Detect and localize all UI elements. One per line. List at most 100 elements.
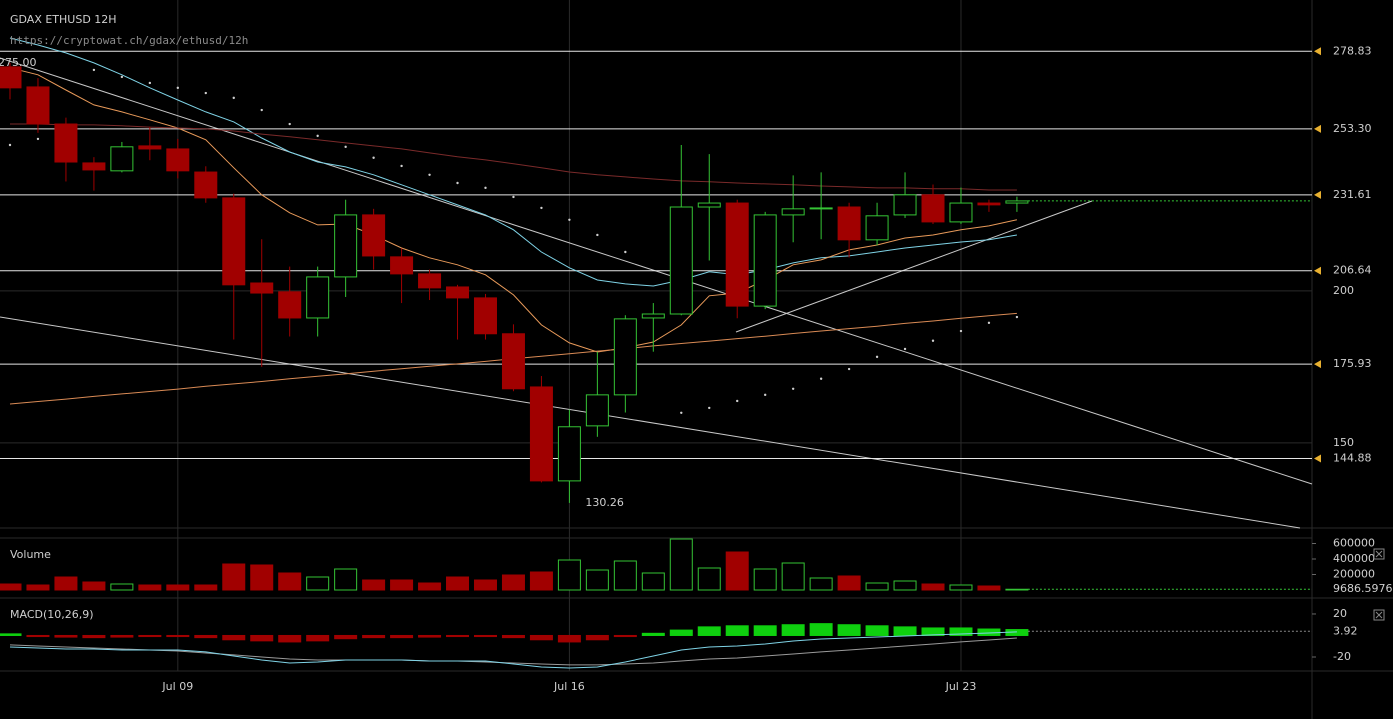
sar-dot [875,355,879,359]
candle-body [418,273,442,289]
candle-body [446,286,470,299]
macd-histogram-bar [725,625,749,636]
sar-dot [372,156,375,159]
sar-dot [931,339,935,342]
macd-histogram-bar [418,634,442,638]
macd-histogram-bar [26,634,50,638]
macd-histogram-bar [362,634,386,639]
sar-dot [763,393,767,397]
close-macd-button[interactable] [1373,609,1385,621]
sar-dot [1015,315,1019,319]
moving-average [10,123,1017,191]
volume-bar [613,560,637,591]
volume-bar [753,568,777,591]
candle-body [390,256,414,275]
macd-histogram-bar [0,633,22,636]
sar-dot [400,164,403,168]
macd-histogram-bar [613,634,637,638]
candle-body [641,313,665,319]
volume-bar [585,569,609,591]
volume-bar [641,572,665,591]
candle-body [501,333,525,390]
candle-body [334,214,358,278]
macd-histogram-bar [753,625,777,636]
candle-body [697,202,721,208]
volume-bar [278,572,302,591]
macd-histogram-bar [166,634,190,638]
signal-line [9,637,1017,666]
volume-bar [222,563,246,591]
sar-dot [316,134,319,138]
volume-bar [837,575,861,591]
level-label: 231.61 [1333,188,1372,201]
y-tick-label: -20 [1333,650,1351,663]
volume-bar [306,576,330,591]
sar-dot [903,347,907,351]
macd-histogram-bar [82,634,106,639]
level-marker [1314,360,1321,369]
sar-dot [260,108,263,112]
volume-bar [250,564,274,591]
volume-bar [669,538,693,591]
candle-body [278,291,302,319]
level-marker [1314,124,1321,133]
sar-dot [344,145,347,149]
sar-dot [568,218,571,221]
macd-histogram-bar [781,624,805,636]
candle-body [613,318,637,396]
volume-bar [725,551,749,591]
candle-body [781,208,805,216]
level-label: 175.93 [1333,357,1372,370]
grid [0,0,1312,671]
macd-histogram-bar [390,634,414,639]
high-label: 275.00 [0,56,37,69]
close-volume-button[interactable] [1373,548,1385,560]
sar-dot [680,411,683,414]
volume-bar [334,568,358,591]
plot: 150 200 Jul 09 Jul 16 Jul 23 278.83 253.30 231.… [0,37,1393,693]
volume-bar [921,583,945,591]
candle-body [250,282,274,294]
volume-bar [697,567,721,591]
level-marker [1314,47,1321,56]
candle-body [725,202,749,307]
candle-body [194,171,218,199]
volume-bar [26,584,50,591]
sar-dot [288,122,291,126]
close-icon [1375,611,1383,619]
sar-dot [959,329,963,333]
trend-line [735,200,1093,333]
volume-bar [82,581,106,591]
sar-dot [819,377,823,380]
volume-bar [557,559,581,591]
sar-dot [987,321,991,325]
candle-body [921,194,945,223]
volume-bar [166,584,190,591]
sar-dot [512,195,515,199]
sar-dot [204,91,207,95]
sar-dot [232,96,235,100]
volume-bar [138,584,162,591]
macd-histogram-bar [250,634,274,642]
volume-bar [390,579,414,591]
candle-body [306,276,330,319]
sar-dot [8,143,12,147]
sar-dot [148,81,152,85]
volume-bar [977,585,1001,591]
sar-dot [736,399,739,403]
level-marker [1314,454,1321,463]
volume-bar [194,584,218,591]
volume-bar [0,583,22,591]
sar-dot [120,75,124,79]
y-tick-label: 150 [1333,436,1354,449]
sar-dot [456,181,459,185]
volume-bar [54,576,78,591]
level-marker [1314,190,1321,199]
candle-body [222,197,246,286]
candle-body [362,214,386,257]
level-label: 253.30 [1333,122,1372,135]
volume-bar [1005,588,1029,591]
macd-histogram-bar [194,634,218,639]
